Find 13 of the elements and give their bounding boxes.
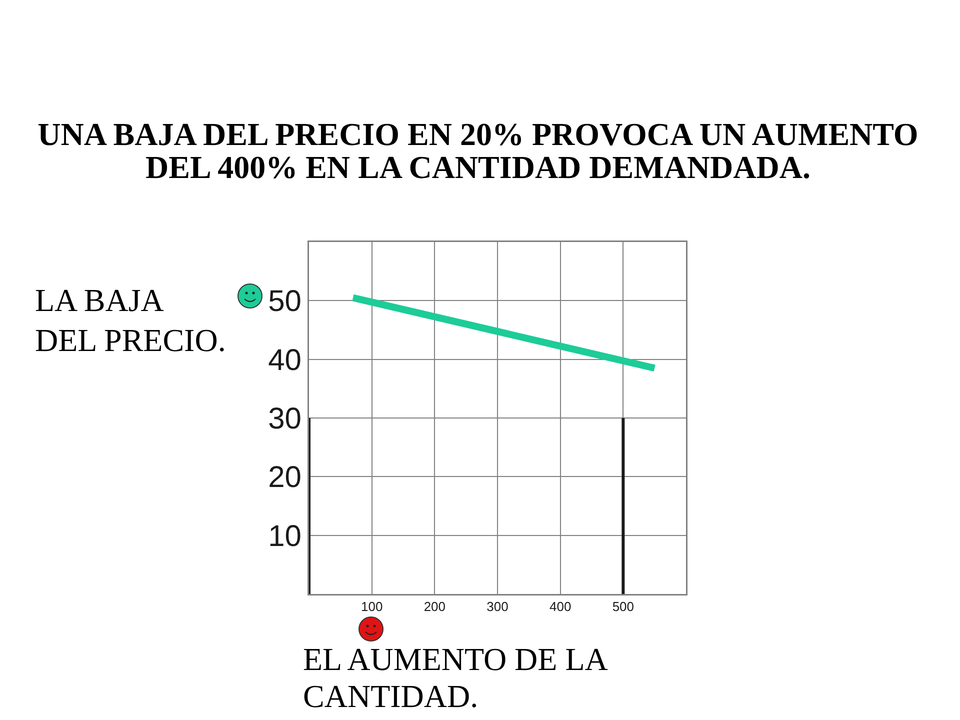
y-tick-label: 20 — [268, 461, 302, 494]
x-tick-label: 500 — [612, 599, 634, 614]
y-tick-label: 40 — [268, 344, 302, 377]
x-tick-label: 100 — [360, 599, 383, 614]
chart-title: UNA BAJA DEL PRECIO EN 20% PROVOCA UN AUMENTO DEL 400% EN LA CANTIDAD DEMANDADA. — [36, 116, 920, 185]
y-tick-label: 30 — [268, 402, 302, 436]
y-axis-title: LA BAJA DEL PRECIO. — [35, 281, 226, 360]
x-axis-title: EL AUMENTO DE LA CANTIDAD. — [303, 641, 608, 715]
x-tick-label: 400 — [549, 599, 572, 614]
x-tick-label: 200 — [424, 599, 446, 614]
y-tick-label: 10 — [268, 520, 302, 553]
x-tick-label: 300 — [486, 599, 508, 614]
y-tick-label: 50 — [268, 285, 302, 318]
